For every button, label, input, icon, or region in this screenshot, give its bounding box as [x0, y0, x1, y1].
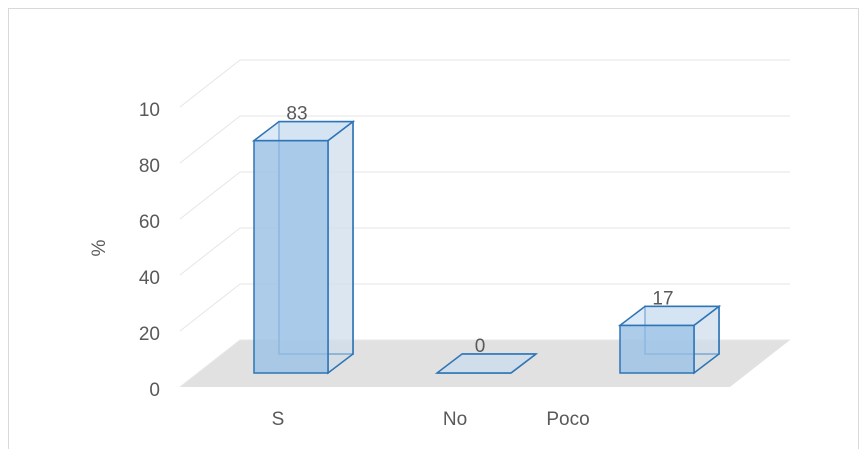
y-tick-label: 0: [149, 380, 160, 401]
x-tick-label: No: [443, 409, 467, 430]
bar-front: [619, 324, 695, 374]
grid-line: [179, 171, 790, 220]
data-label: 17: [652, 288, 673, 309]
bar: [434, 353, 539, 374]
bar-top: [434, 353, 539, 374]
grid-line: [179, 227, 790, 276]
y-tick-label: 20: [139, 324, 160, 345]
y-tick-label: 40: [139, 268, 160, 289]
bar: [251, 120, 356, 375]
bar-top: [251, 120, 356, 142]
grid-line: [179, 339, 790, 388]
grid-line: [179, 115, 790, 164]
grid-line: [179, 283, 790, 332]
y-tick-label: 60: [139, 212, 160, 233]
bar-side: [327, 120, 354, 375]
bar-top: [617, 305, 722, 327]
y-axis-label: %: [89, 239, 110, 256]
bar: [617, 304, 722, 375]
x-tick-label: Poco: [546, 409, 589, 430]
x-tick-label: S: [272, 409, 285, 430]
grid-line: [179, 59, 790, 108]
y-tick-label: 10: [139, 100, 160, 121]
bar-front: [253, 139, 329, 374]
y-tick-label: 80: [139, 156, 160, 177]
data-label: 0: [475, 336, 486, 357]
data-label: 83: [286, 104, 307, 125]
